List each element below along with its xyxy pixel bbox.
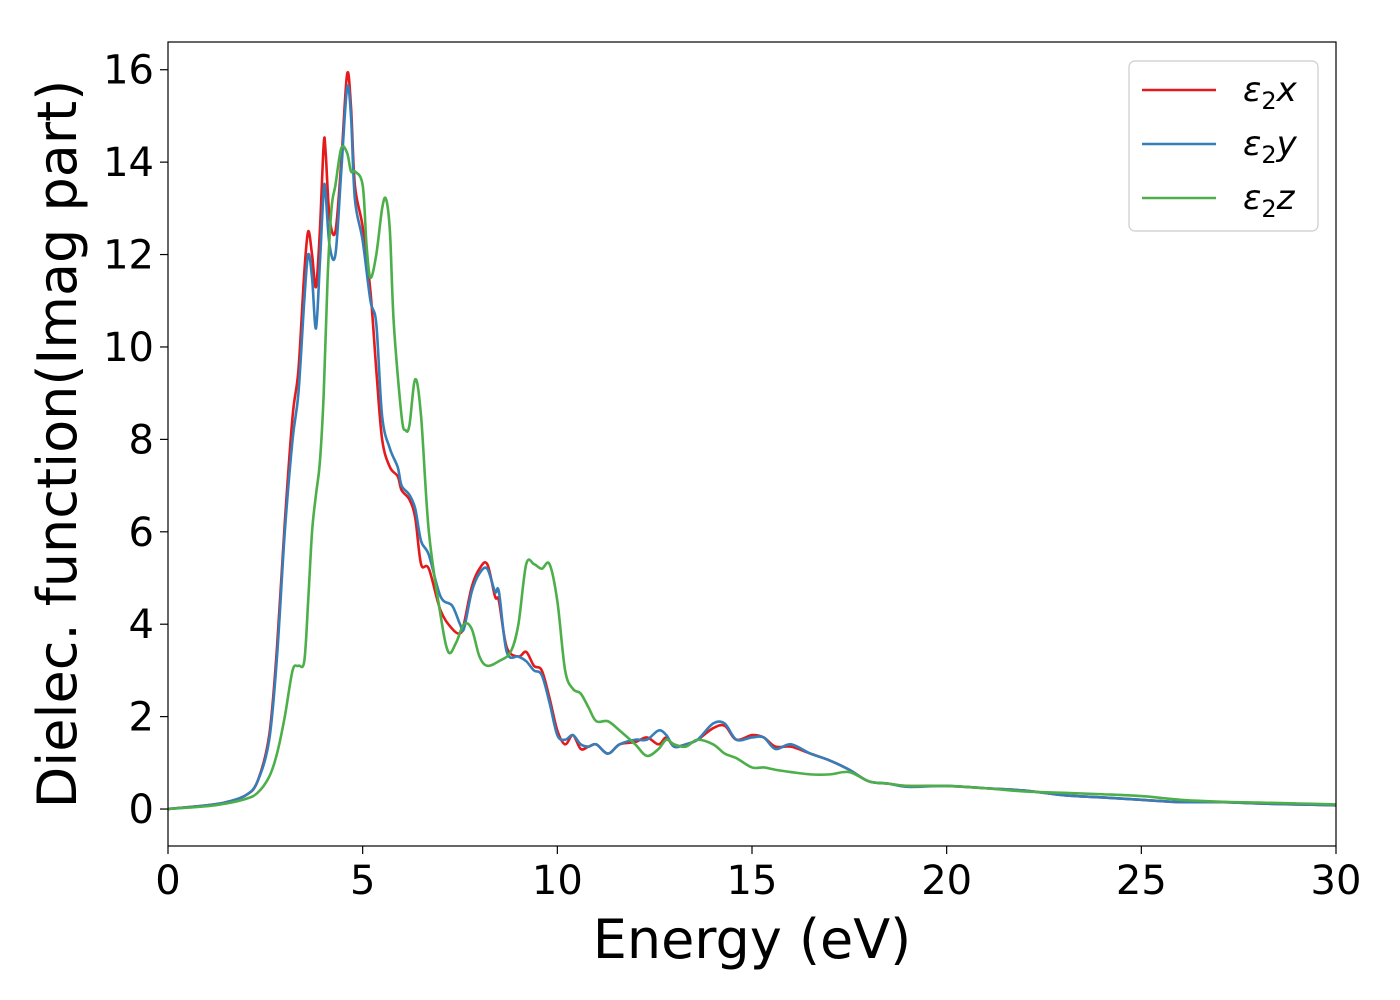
x-tick-label: 0 bbox=[155, 858, 180, 904]
x-axis-title: Energy (eV) bbox=[593, 908, 912, 971]
y-tick-label: 12 bbox=[103, 233, 154, 279]
legend-label: ε2x bbox=[1243, 70, 1298, 115]
x-tick-label: 25 bbox=[1116, 858, 1167, 904]
legend: ε2x ε2y ε2z bbox=[1128, 60, 1319, 232]
x-tick-label: 10 bbox=[532, 858, 583, 904]
y-tick-label: 16 bbox=[103, 48, 154, 94]
series-line-y bbox=[168, 84, 1336, 811]
legend-box bbox=[1128, 60, 1319, 232]
x-tick-label: 15 bbox=[727, 858, 778, 904]
x-axis: 0 5 10 15 20 25 30 bbox=[155, 846, 1361, 904]
legend-label: ε2y bbox=[1243, 124, 1298, 169]
x-tick-label: 30 bbox=[1311, 858, 1362, 904]
legend-item-x: ε2x bbox=[1142, 70, 1298, 115]
series-line-z bbox=[168, 144, 1336, 811]
y-tick-label: 4 bbox=[129, 602, 154, 648]
y-tick-label: 2 bbox=[129, 695, 154, 741]
series-layer bbox=[168, 71, 1336, 811]
y-axis: 0 2 4 6 8 10 12 14 16 bbox=[103, 48, 168, 833]
y-tick-label: 8 bbox=[129, 417, 154, 463]
y-tick-label: 0 bbox=[129, 787, 154, 833]
legend-item-z: ε2z bbox=[1142, 178, 1296, 223]
legend-label: ε2z bbox=[1243, 178, 1296, 223]
legend-item-y: ε2y bbox=[1142, 124, 1298, 169]
y-tick-label: 10 bbox=[103, 325, 154, 371]
y-tick-label: 14 bbox=[103, 140, 154, 186]
y-tick-label: 6 bbox=[129, 510, 154, 556]
x-tick-label: 5 bbox=[350, 858, 375, 904]
y-axis-title: Dielec. function(Imag part) bbox=[26, 80, 89, 809]
x-tick-label: 20 bbox=[921, 858, 972, 904]
